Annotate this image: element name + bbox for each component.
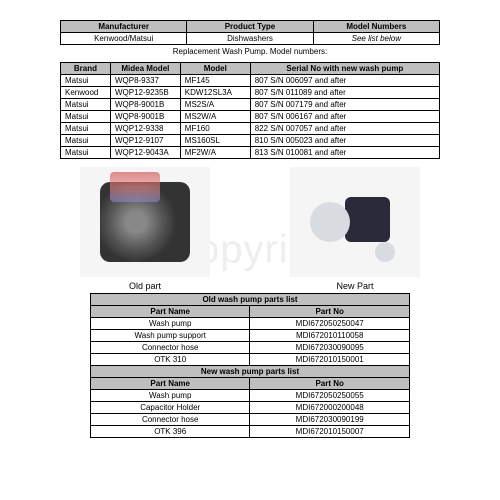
hdr-product-type: Product Type <box>187 21 313 33</box>
table-row: MatsuiWQP8-9001BMS2W/A807 S/N 006167 and… <box>61 111 440 123</box>
old-part-image <box>80 167 210 277</box>
hdr-model-numbers: Model Numbers <box>313 21 439 33</box>
image-row: Old part New Part <box>40 167 460 291</box>
cell-model-numbers: See list below <box>313 33 439 45</box>
models-table: Brand Midea Model Model Serial No with n… <box>60 62 440 159</box>
table-row: Connector hoseMDI672030090199 <box>91 414 410 426</box>
document-content: Manufacturer Product Type Model Numbers … <box>40 20 460 438</box>
table-row: Wash pumpMDI672050250055 <box>91 390 410 402</box>
table-row: MatsuiWQP12-9107MS160SL810 S/N 005023 an… <box>61 135 440 147</box>
table-row: OTK 310MDI672010150001 <box>91 354 410 366</box>
cell-manufacturer: Kenwood/Matsui <box>61 33 187 45</box>
old-part-column: Old part <box>80 167 210 291</box>
hdr-part-name: Part Name <box>91 378 250 390</box>
old-parts-table: Old wash pump parts list Part Name Part … <box>90 293 410 366</box>
table-row: Wash pump supportMDI672010110058 <box>91 330 410 342</box>
table-row: MatsuiWQP12-9338MF160822 S/N 007057 and … <box>61 123 440 135</box>
hdr-part-name: Part Name <box>91 306 250 318</box>
new-parts-table: New wash pump parts list Part Name Part … <box>90 365 410 438</box>
table-row: Wash pumpMDI672050250047 <box>91 318 410 330</box>
models-caption: Replacement Wash Pump. Model numbers: <box>40 47 460 56</box>
hdr-serial: Serial No with new wash pump <box>250 63 439 75</box>
old-parts-caption: Old wash pump parts list <box>91 294 410 306</box>
table-row: Capacitor HolderMDI672000200048 <box>91 402 410 414</box>
table-row: MatsuiWQP8-9001BMS2S/A807 S/N 007179 and… <box>61 99 440 111</box>
hdr-brand: Brand <box>61 63 111 75</box>
new-part-column: New Part <box>290 167 420 291</box>
hdr-part-no: Part No <box>250 306 410 318</box>
manufacturer-table: Manufacturer Product Type Model Numbers … <box>60 20 440 45</box>
cell-product-type: Dishwashers <box>187 33 313 45</box>
table-row: MatsuiWQP8-9337MF145807 S/N 006097 and a… <box>61 75 440 87</box>
hdr-part-no: Part No <box>250 378 410 390</box>
new-part-label: New Part <box>336 281 373 291</box>
hdr-midea-model: Midea Model <box>110 63 180 75</box>
old-part-label: Old part <box>129 281 161 291</box>
new-part-image <box>290 167 420 277</box>
table-row: KenwoodWQP12-9235BKDW12SL3A807 S/N 01108… <box>61 87 440 99</box>
hdr-model: Model <box>180 63 250 75</box>
table-row: Connector hoseMDI672030090095 <box>91 342 410 354</box>
hdr-manufacturer: Manufacturer <box>61 21 187 33</box>
table-row: MatsuiWQP12-9043AMF2W/A813 S/N 010081 an… <box>61 147 440 159</box>
table-row: OTK 396MDI672010150007 <box>91 426 410 438</box>
new-parts-caption: New wash pump parts list <box>91 366 410 378</box>
